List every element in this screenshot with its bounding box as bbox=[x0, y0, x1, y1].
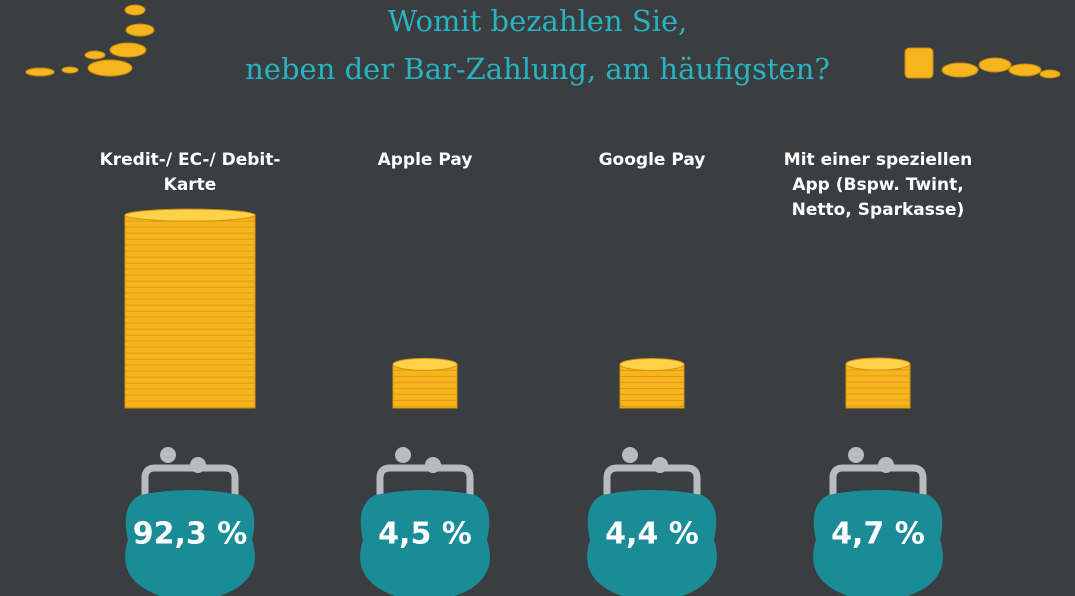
category-label: Apple Pay bbox=[377, 150, 473, 170]
purse bbox=[360, 447, 490, 596]
purse-clasp bbox=[622, 447, 638, 463]
value-label: 92,3 % bbox=[133, 517, 248, 552]
coin-stack bbox=[392, 357, 458, 409]
purse-frame bbox=[603, 464, 701, 500]
title-line: Womit bezahlen Sie, bbox=[387, 4, 688, 38]
title-line: neben der Bar-Zahlung, am häufigsten? bbox=[245, 52, 830, 86]
coin-top bbox=[619, 358, 685, 372]
purse-body bbox=[813, 490, 943, 596]
purse-frame bbox=[376, 464, 474, 500]
coin-stack bbox=[619, 358, 685, 409]
purse bbox=[813, 447, 943, 596]
purse-frame bbox=[141, 464, 239, 500]
coin-top bbox=[845, 357, 911, 371]
purse-frame bbox=[829, 464, 927, 500]
purse-body bbox=[125, 490, 255, 596]
coin-body bbox=[845, 363, 911, 409]
purse-clasp bbox=[848, 447, 864, 463]
coin-stack bbox=[124, 208, 256, 409]
value-label: 4,5 % bbox=[378, 517, 472, 552]
category-label: Mit einer speziellen App (Bspw. Twint, N… bbox=[783, 150, 973, 220]
coin-top bbox=[392, 357, 458, 371]
coin-body bbox=[392, 363, 458, 409]
coin-top bbox=[124, 208, 256, 222]
coin-body bbox=[619, 364, 685, 409]
coin-stack bbox=[845, 357, 911, 409]
category-label: Kredit-/ EC-/ Debit-Karte bbox=[99, 150, 281, 195]
purse-clasp bbox=[395, 447, 411, 463]
purse-body bbox=[587, 490, 717, 596]
purse bbox=[587, 447, 717, 596]
decor-coins bbox=[25, 4, 1061, 79]
category-label: Google Pay bbox=[598, 150, 706, 170]
purse-body bbox=[360, 490, 490, 596]
value-label: 4,4 % bbox=[605, 517, 699, 552]
value-label: 4,7 % bbox=[831, 517, 925, 552]
purse-clasp bbox=[160, 447, 176, 463]
purse bbox=[125, 447, 255, 596]
